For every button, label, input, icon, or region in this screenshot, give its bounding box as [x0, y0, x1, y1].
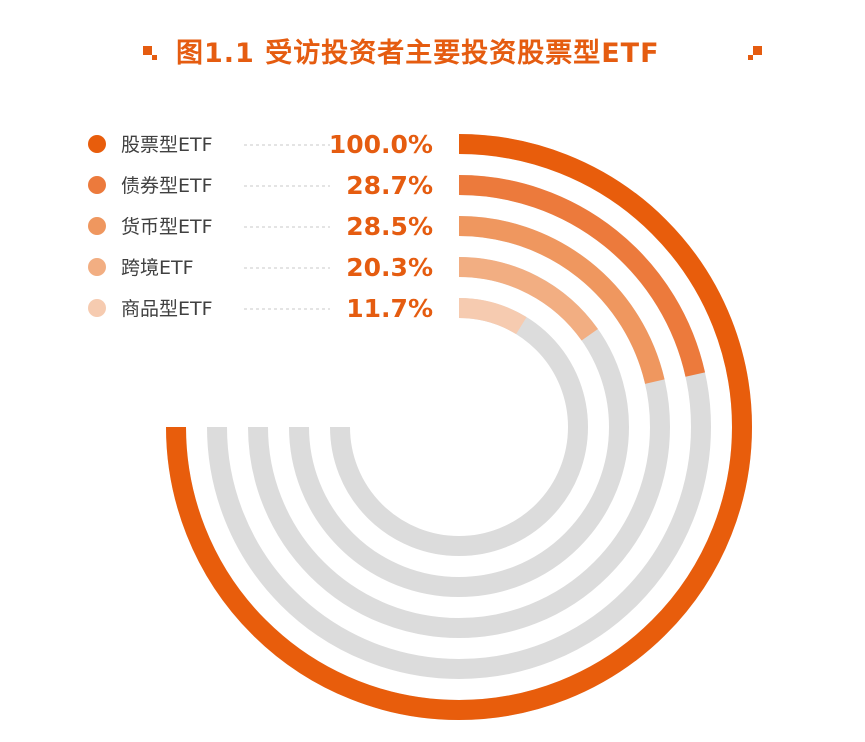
corner-square-small	[152, 55, 157, 60]
value-label-4: 20.3%	[346, 253, 433, 282]
ring-bar-3	[458, 216, 665, 384]
corner-square-large	[753, 46, 762, 55]
ring-bar-1	[166, 134, 752, 720]
chart-title: 图1.1 受访投资者主要投资股票型ETF	[176, 38, 660, 69]
legend-label-2: 债券型ETF	[121, 175, 213, 197]
corner-square-small	[748, 55, 753, 60]
legend-label-3: 货币型ETF	[121, 216, 213, 238]
title-row: 图1.1 受访投资者主要投资股票型ETF	[0, 28, 865, 74]
legend-dot-5	[88, 299, 106, 317]
legend-dot-4	[88, 258, 106, 276]
legend-label-1: 股票型ETF	[121, 134, 213, 156]
legend-dot-3	[88, 217, 106, 235]
legend-dot-1	[88, 135, 106, 153]
value-label-3: 28.5%	[346, 212, 433, 241]
corner-square-large	[143, 46, 152, 55]
legend-label-4: 跨境ETF	[121, 257, 194, 279]
legend-label-5: 商品型ETF	[121, 298, 213, 320]
ring-bar-2	[458, 175, 706, 377]
ring-track	[330, 298, 588, 556]
title-corner-left-icon	[143, 46, 157, 60]
legend-dot-2	[88, 176, 106, 194]
value-label-1: 100.0%	[329, 130, 433, 159]
value-label-5: 11.7%	[346, 294, 433, 323]
ring-bar-4	[458, 257, 598, 341]
ring-bar-5	[458, 298, 527, 335]
title-corner-right-icon	[748, 46, 762, 60]
value-label-2: 28.7%	[346, 171, 433, 200]
